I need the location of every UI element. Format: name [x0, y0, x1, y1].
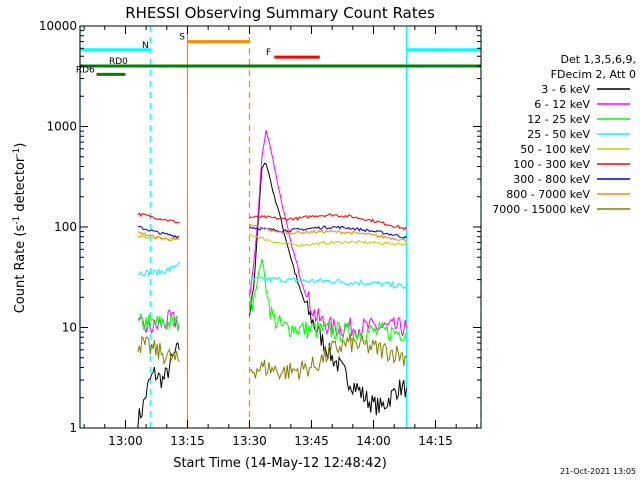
series-line: [249, 275, 407, 290]
legend-entry-label: 7000 - 15000 keV: [492, 203, 590, 216]
y-axis-label: Count Rate (s-1 detector-1): [12, 143, 28, 314]
y-tick-label: 10000: [39, 19, 77, 33]
flag-label: RD0: [109, 57, 128, 67]
legend-entry-label: 300 - 800 keV: [513, 173, 590, 186]
series-line: [137, 212, 180, 224]
series-line: [249, 213, 407, 231]
series-line: [249, 333, 408, 381]
y-tick-label: 1: [69, 421, 77, 435]
legend-header: FDecim 2, Att 0: [551, 68, 636, 81]
series-line: [137, 335, 180, 366]
flag-label: N: [142, 41, 149, 51]
y-tick-label: 1000: [46, 120, 77, 134]
legend-entry-label: 25 - 50 keV: [527, 128, 590, 141]
legend-entry-label: 800 - 7000 keV: [506, 188, 590, 201]
series-line: [249, 258, 408, 344]
legend-entry-label: 50 - 100 keV: [520, 143, 590, 156]
x-tick-label: 14:00: [356, 434, 391, 448]
x-tick-label: 14:15: [418, 434, 453, 448]
series-line: [137, 261, 180, 278]
legend-entry-label: 100 - 300 keV: [513, 158, 590, 171]
series-line: [249, 223, 407, 242]
x-tick-label: 13:15: [170, 434, 205, 448]
y-axis-label-part: ): [13, 143, 28, 148]
y-tick-label: 10: [62, 321, 77, 335]
series-line: [137, 231, 180, 242]
flag-label: RD6: [76, 65, 95, 75]
series-line: [249, 130, 408, 339]
legend-entry-label: 3 - 6 keV: [541, 83, 590, 96]
series-line: [249, 225, 407, 240]
series-line: [137, 225, 180, 239]
x-tick-label: 13:00: [108, 434, 143, 448]
legend: Det 1,3,5,6,9, FDecim 2, Att 0 3 - 6 keV 6 …: [492, 53, 636, 216]
x-tick-label: 13:30: [232, 434, 267, 448]
plot-area: N S F RD0 RD6 1 10 100 1000 10000 13:00 13:15 13:30 1…: [39, 19, 482, 448]
legend-header: Det 1,3,5,6,9,: [560, 53, 636, 66]
y-axis-label-part: detector: [13, 156, 28, 216]
flag-label: F: [266, 48, 271, 58]
legend-entry-label: 12 - 25 keV: [527, 113, 590, 126]
legend-entry-label: 6 - 12 keV: [534, 98, 590, 111]
series-line: [137, 341, 180, 429]
chart-title: RHESSI Observing Summary Count Rates: [125, 4, 435, 22]
y-axis-label-sup: -1: [12, 216, 22, 225]
footer-timestamp: 21-Oct-2021 13:05: [560, 467, 636, 476]
y-axis-label-part: Count Rate (s: [13, 225, 28, 314]
flag-label: S: [179, 33, 185, 43]
y-axis-label-sup: -1: [12, 148, 22, 157]
y-tick-label: 100: [54, 220, 77, 234]
series-line: [137, 312, 180, 332]
x-axis-label: Start Time (14-May-12 12:48:42): [173, 456, 387, 471]
series-line: [249, 233, 407, 248]
x-tick-label: 13:45: [294, 434, 329, 448]
